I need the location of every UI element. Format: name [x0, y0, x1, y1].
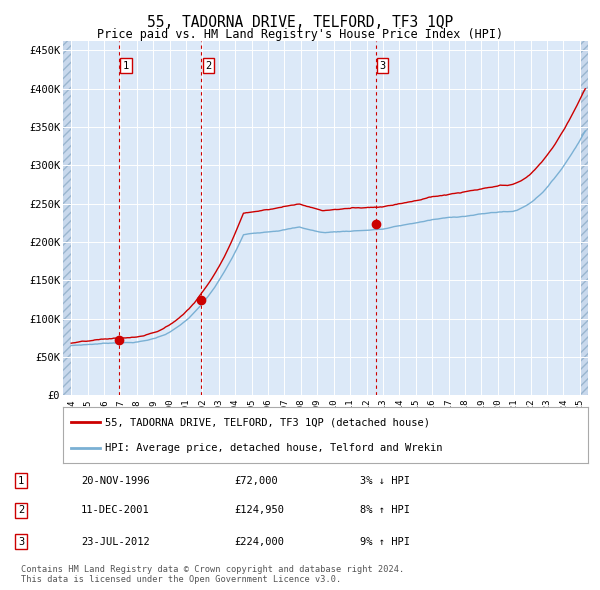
Text: £72,000: £72,000 [234, 476, 278, 486]
Text: 1: 1 [18, 476, 24, 486]
Text: Price paid vs. HM Land Registry's House Price Index (HPI): Price paid vs. HM Land Registry's House … [97, 28, 503, 41]
Text: 2: 2 [18, 506, 24, 515]
Bar [63, 41, 71, 395]
Text: 8% ↑ HPI: 8% ↑ HPI [360, 506, 410, 515]
Text: 9% ↑ HPI: 9% ↑ HPI [360, 537, 410, 546]
Text: 3: 3 [18, 537, 24, 546]
Bar [580, 41, 590, 395]
Text: HPI: Average price, detached house, Telford and Wrekin: HPI: Average price, detached house, Telf… [105, 443, 443, 453]
Text: £124,950: £124,950 [234, 506, 284, 515]
Text: 2: 2 [206, 61, 212, 71]
Text: 1: 1 [123, 61, 129, 71]
Text: 20-NOV-1996: 20-NOV-1996 [81, 476, 150, 486]
Text: 11-DEC-2001: 11-DEC-2001 [81, 506, 150, 515]
Text: 3% ↓ HPI: 3% ↓ HPI [360, 476, 410, 486]
Text: 55, TADORNA DRIVE, TELFORD, TF3 1QP (detached house): 55, TADORNA DRIVE, TELFORD, TF3 1QP (det… [105, 417, 430, 427]
Text: 3: 3 [380, 61, 386, 71]
Text: 23-JUL-2012: 23-JUL-2012 [81, 537, 150, 546]
Text: This data is licensed under the Open Government Licence v3.0.: This data is licensed under the Open Gov… [21, 575, 341, 584]
Text: Contains HM Land Registry data © Crown copyright and database right 2024.: Contains HM Land Registry data © Crown c… [21, 565, 404, 574]
Text: 55, TADORNA DRIVE, TELFORD, TF3 1QP: 55, TADORNA DRIVE, TELFORD, TF3 1QP [147, 15, 453, 30]
Text: £224,000: £224,000 [234, 537, 284, 546]
